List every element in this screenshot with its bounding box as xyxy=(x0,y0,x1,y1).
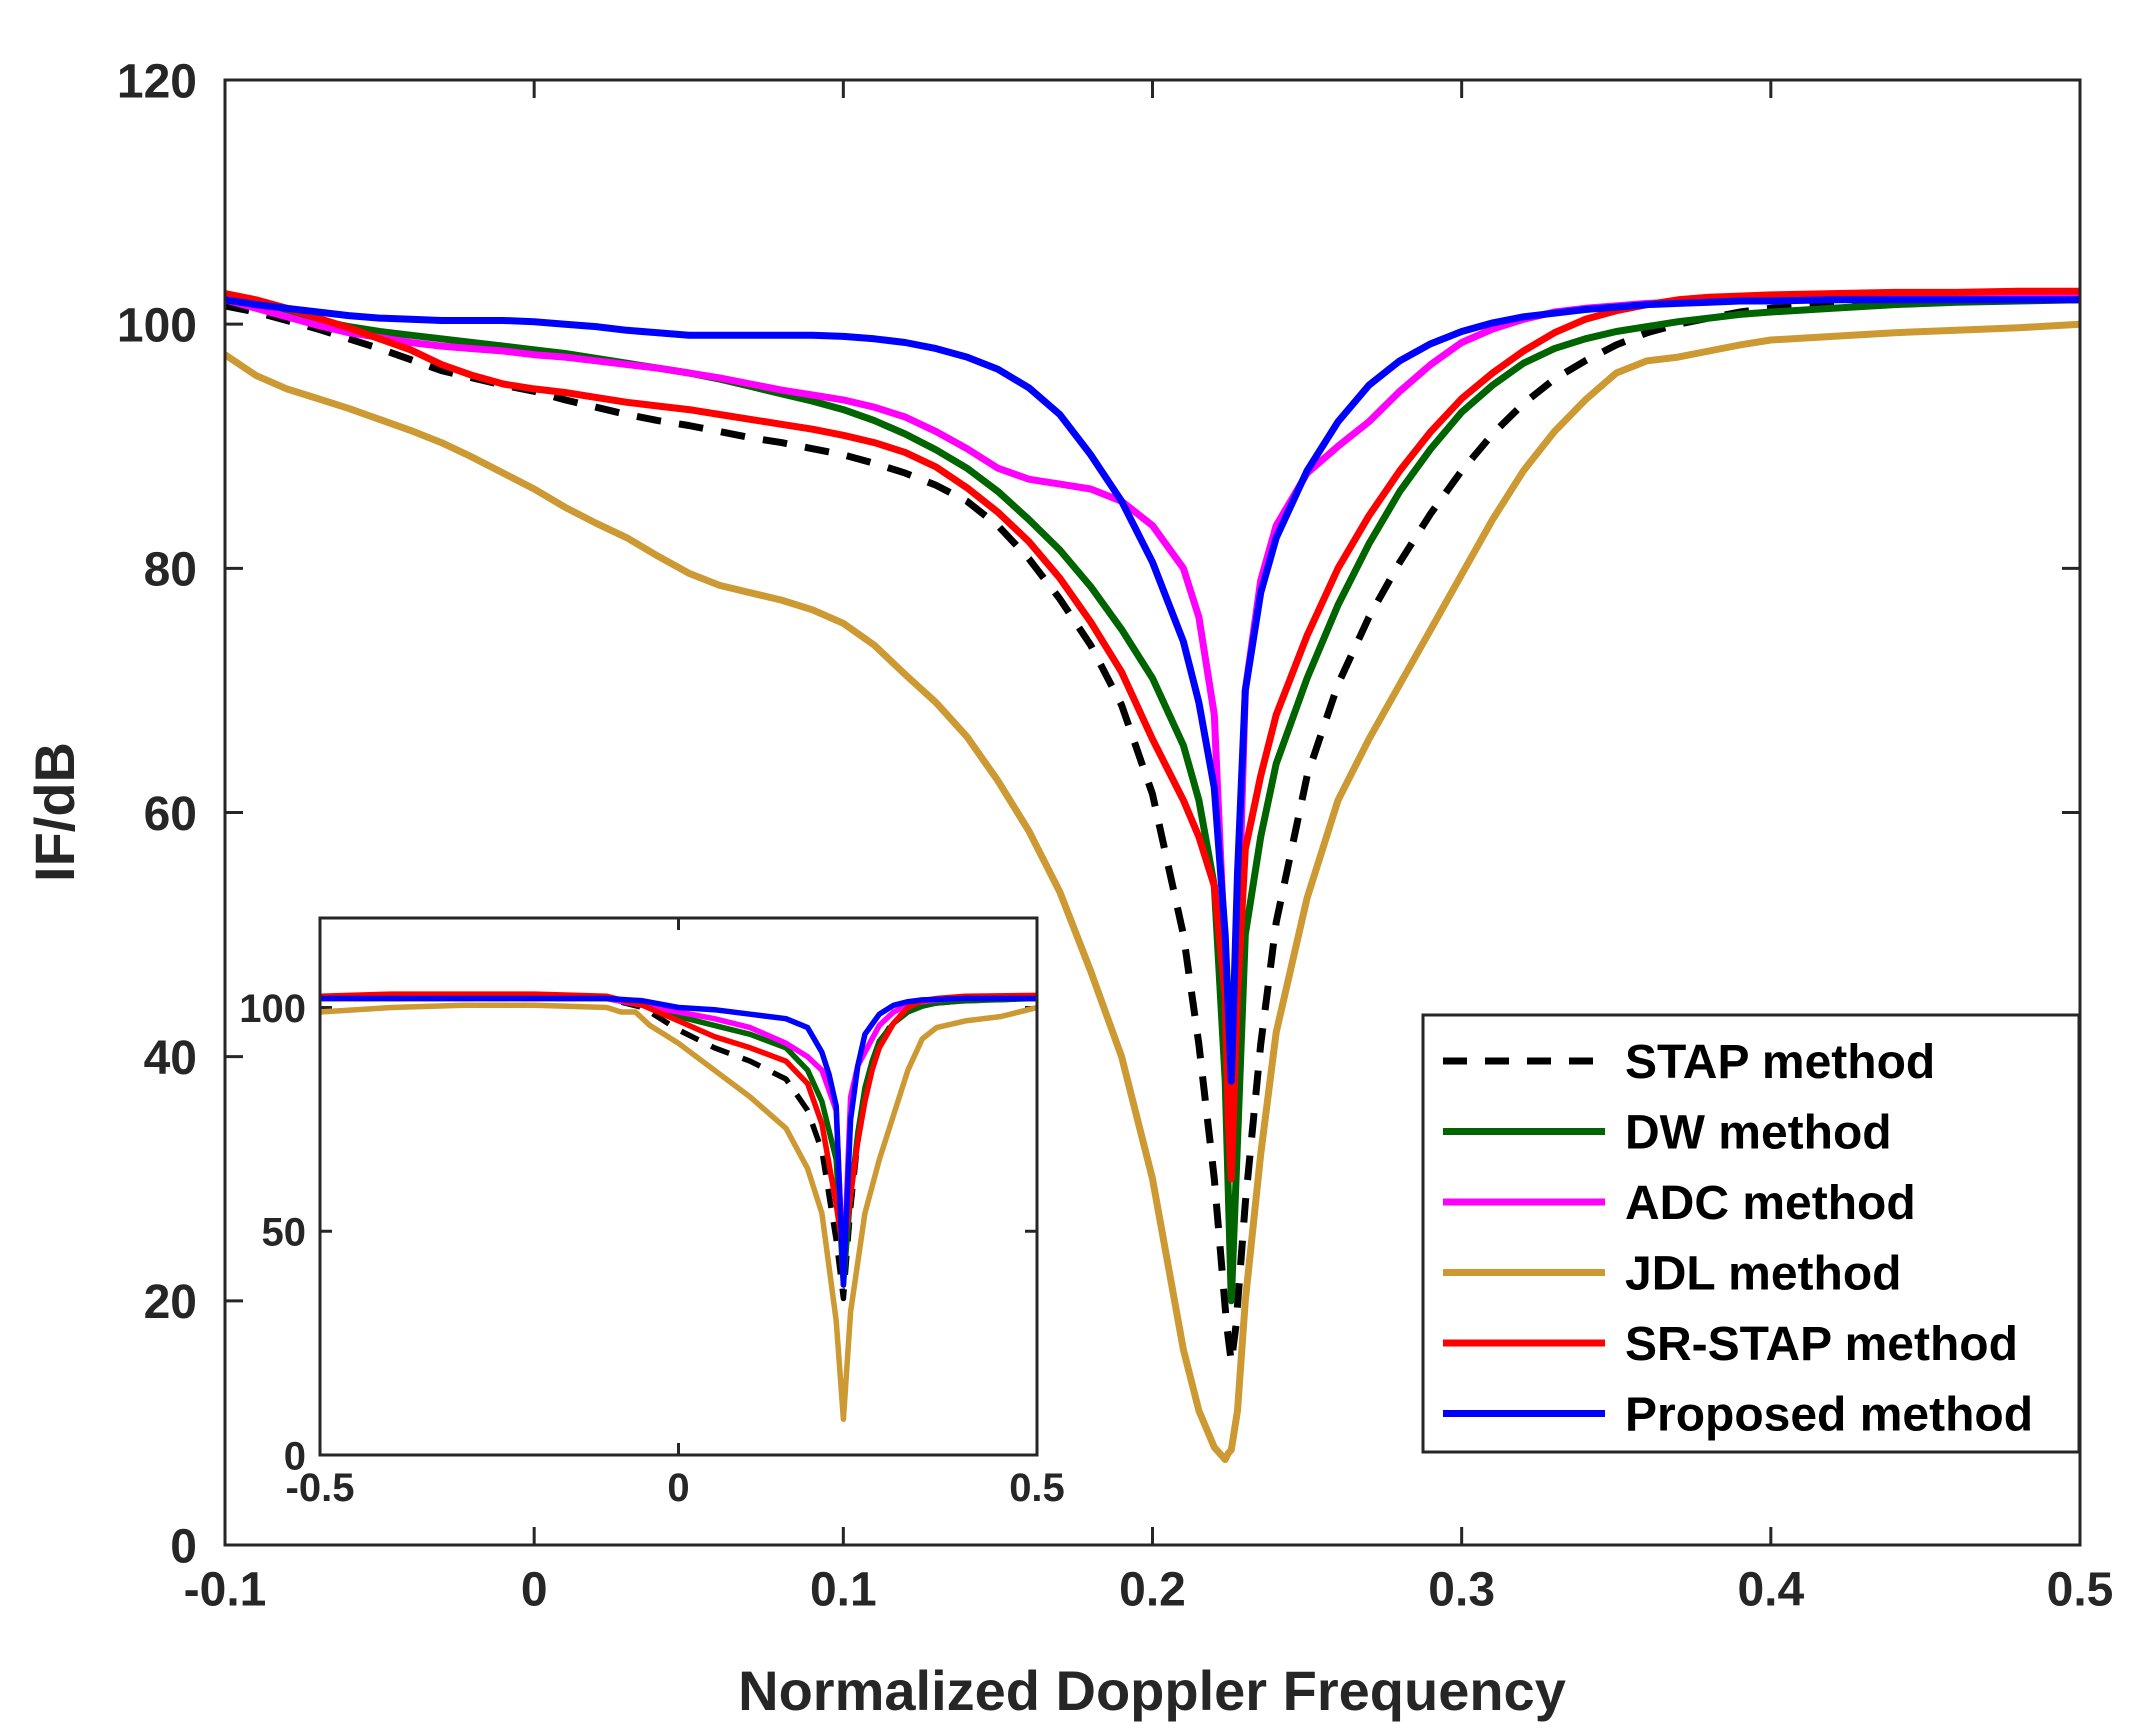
main-y-tick-label: 20 xyxy=(144,1276,197,1329)
inset-x-tick-label: 0.5 xyxy=(1009,1466,1065,1510)
main-y-tick-label: 40 xyxy=(144,1032,197,1085)
inset-series-clip xyxy=(320,991,1037,1422)
main-series xyxy=(225,287,2080,1463)
inset-series xyxy=(320,991,1037,1422)
inset-x-tick-label: -0.5 xyxy=(286,1466,355,1510)
legend-label-proposed-method: Proposed method xyxy=(1625,1389,2033,1442)
main-series-clip xyxy=(225,287,2080,1463)
inset-plot-border xyxy=(318,916,1039,1457)
y-axis-label: IF/dB xyxy=(23,742,86,882)
inset-y-tick-label: 50 xyxy=(262,1211,307,1255)
inset-y-tick-label: 0 xyxy=(284,1434,306,1478)
legend-box xyxy=(1421,1013,2081,1454)
main-x-tick-label: 0.5 xyxy=(2047,1563,2114,1616)
main-x-tick-label: 0.1 xyxy=(810,1563,877,1616)
inset-series-jdl-method xyxy=(320,1002,1037,1422)
main-y-tick-label: 0 xyxy=(170,1520,197,1573)
main-plot-border xyxy=(223,78,2082,1547)
legend-label-jdl-method: JDL method xyxy=(1625,1248,1901,1301)
main-x-tick-label: 0 xyxy=(521,1563,548,1616)
main-x-tick-label: 0.3 xyxy=(1428,1563,1495,1616)
main-series-jdl-method xyxy=(225,320,2080,1463)
legend-label-sr-stap-method: SR-STAP method xyxy=(1625,1318,2018,1371)
main-series-dw-method xyxy=(225,296,2080,1305)
main-series-sr-stap-method xyxy=(225,287,2080,1183)
legend-entries: STAP method DW method ADC method JDL method… xyxy=(1443,1036,2033,1442)
inset-series-proposed-method xyxy=(320,995,1037,1288)
main-y-tick-label: 60 xyxy=(144,788,197,841)
main-y-tick-label: 80 xyxy=(144,544,197,597)
legend-label-stap-method: STAP method xyxy=(1625,1036,1935,1089)
main-y-tick-label: 120 xyxy=(117,55,197,108)
main-x-tick-label: 0.2 xyxy=(1119,1563,1186,1616)
main-x-tick-label: 0.4 xyxy=(1737,1563,1804,1616)
main-y-tick-label: 100 xyxy=(117,299,197,352)
main-x-tick-label: -0.1 xyxy=(184,1563,267,1616)
inset-x-tick-label: 0 xyxy=(667,1466,689,1510)
legend: STAP method DW method ADC method JDL method… xyxy=(1421,1013,2081,1454)
main-series-proposed-method xyxy=(225,296,2080,1085)
x-axis-label: Normalized Doppler Frequency xyxy=(738,1659,1566,1722)
inset-y-tick-label: 100 xyxy=(239,987,306,1031)
legend-label-dw-method: DW method xyxy=(1625,1107,1892,1160)
legend-label-adc-method: ADC method xyxy=(1625,1177,1916,1230)
